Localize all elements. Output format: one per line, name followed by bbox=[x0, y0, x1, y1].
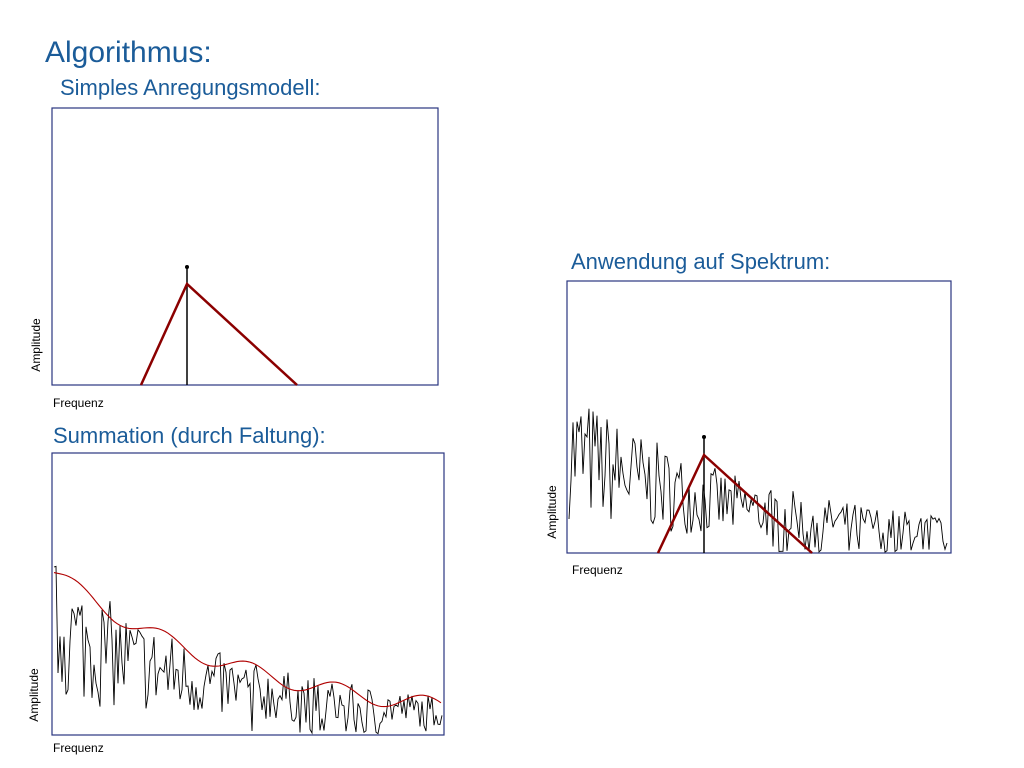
y-axis-label: Amplitude bbox=[27, 668, 41, 722]
panel-heading: Summation (durch Faltung): bbox=[53, 423, 326, 448]
excitation bbox=[139, 281, 298, 386]
panel-heading: Anwendung auf Spektrum: bbox=[571, 249, 830, 274]
excitation bbox=[656, 452, 813, 554]
x-axis-label: Frequenz bbox=[53, 741, 104, 755]
panel-heading: Simples Anregungsmodell: bbox=[60, 75, 320, 100]
title: Algorithmus: bbox=[45, 36, 212, 69]
plot bbox=[568, 408, 948, 554]
plot-frame bbox=[51, 452, 445, 736]
spectrum bbox=[53, 565, 443, 735]
plot-frame bbox=[51, 107, 439, 386]
y-axis-label: Amplitude bbox=[545, 485, 559, 539]
y-axis-label: Amplitude bbox=[29, 318, 43, 372]
plot-frame bbox=[566, 280, 952, 554]
convolution-curve bbox=[53, 572, 442, 708]
x-axis-label: Frequenz bbox=[572, 563, 623, 577]
spectrum bbox=[568, 408, 948, 553]
x-axis-label: Frequenz bbox=[53, 396, 104, 410]
plot bbox=[53, 565, 443, 735]
stem-dot bbox=[185, 265, 189, 269]
plot bbox=[139, 265, 298, 386]
stem-dot bbox=[702, 435, 706, 439]
